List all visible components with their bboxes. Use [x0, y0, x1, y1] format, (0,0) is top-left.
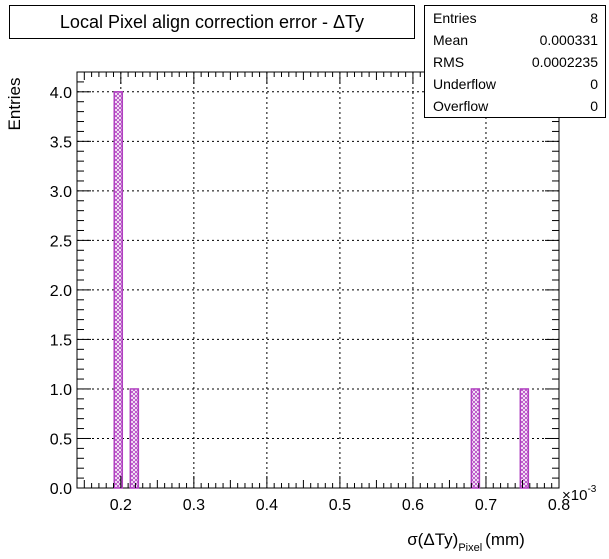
x-tick-label: 0.6 — [402, 497, 424, 514]
histogram-bar — [113, 91, 124, 489]
histogram-bar — [129, 388, 140, 489]
x-tick-label: 0.5 — [329, 497, 351, 514]
stats-rms-label: RMS — [433, 54, 465, 70]
x-axis-label-main: σ(ΔTy) — [407, 530, 458, 549]
stats-mean-value: 0.000331 — [539, 32, 598, 48]
y-tick-label: 3.0 — [50, 184, 72, 201]
x-axis-label-subscript: Pixel — [458, 542, 482, 554]
y-tick-label: 1.5 — [50, 332, 72, 349]
stats-underflow-value: 0 — [590, 76, 598, 92]
x-axis-label: σ(ΔTy)Pixel (mm) — [407, 530, 525, 554]
axes: 0.2 0.3 0.4 0.5 0.6 0.7 0.8 0.0 0.5 1.0 1.5 2.0 2.5 3… — [50, 71, 570, 514]
y-tick-label: 2.5 — [50, 233, 72, 250]
y-tick-label: 3.5 — [50, 134, 72, 151]
x-axis-label-unit: (mm) — [485, 530, 525, 549]
stats-row-overflow: Overflow 0 — [425, 95, 605, 117]
x-axis-multiplier: ×10-3 — [562, 484, 597, 504]
x-tick-label: 0.4 — [256, 497, 278, 514]
stats-overflow-value: 0 — [590, 98, 598, 114]
x-tick-label: 0.2 — [110, 497, 132, 514]
stats-underflow-label: Underflow — [433, 76, 497, 92]
plot-frame — [76, 71, 560, 489]
y-tick-label: 4.0 — [50, 85, 72, 102]
stats-entries-value: 8 — [590, 10, 598, 26]
chart-title: Local Pixel align correction error - ΔTy — [9, 5, 415, 39]
stats-rms-value: 0.0002235 — [531, 54, 598, 70]
stats-overflow-label: Overflow — [433, 98, 489, 114]
histogram-bar — [470, 388, 481, 489]
histogram-bar — [519, 388, 530, 489]
x-tick-label: 0.3 — [183, 497, 205, 514]
stats-row-rms: RMS 0.0002235 — [425, 51, 605, 73]
stats-row-mean: Mean 0.000331 — [425, 29, 605, 51]
stats-box: Entries 8 Mean 0.000331 RMS 0.0002235 Un… — [424, 5, 606, 118]
stats-row-underflow: Underflow 0 — [425, 73, 605, 95]
stats-mean-label: Mean — [433, 32, 469, 48]
stats-row-entries: Entries 8 — [425, 7, 605, 29]
grid-lines — [77, 72, 560, 489]
y-tick-label: 2.0 — [50, 283, 72, 300]
y-tick-label: 0.5 — [50, 431, 72, 448]
y-tick-label: 0.0 — [50, 481, 72, 498]
x-tick-label: 0.7 — [475, 497, 497, 514]
x-tick-label: 0.8 — [548, 497, 570, 514]
y-axis-label: Entries — [5, 78, 24, 131]
y-tick-label: 1.0 — [50, 382, 72, 399]
stats-entries-label: Entries — [433, 10, 477, 26]
histogram-bars — [113, 91, 530, 489]
